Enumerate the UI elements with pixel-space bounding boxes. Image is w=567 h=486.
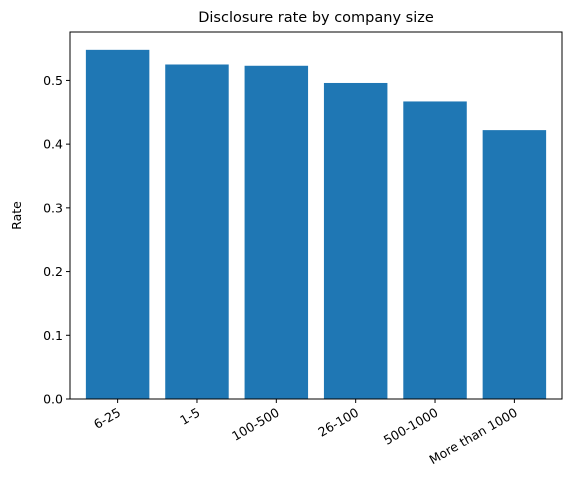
bar-1-5 <box>165 64 229 400</box>
plot-frame <box>69 31 563 400</box>
x-tick-label: 6-25 <box>91 405 123 432</box>
x-tick-label: 1-5 <box>177 405 202 428</box>
x-tick-label: 26-100 <box>315 405 361 440</box>
bar-26-100 <box>323 82 388 399</box>
y-tick-label: 0.2 <box>43 264 63 279</box>
y-tick-label: 0.0 <box>43 392 63 407</box>
x-tick-label: 100-500 <box>229 405 282 444</box>
y-tick-label: 0.4 <box>43 137 63 152</box>
bar-6-25 <box>85 49 150 400</box>
y-tick-label: 0.3 <box>43 200 63 215</box>
bar-500-1000 <box>403 101 467 400</box>
bars-group <box>85 49 547 400</box>
y-tick-label: 0.5 <box>43 73 63 88</box>
y-axis: 0.0 0.1 0.2 0.3 0.4 0.5 <box>43 73 70 407</box>
x-tick-label: 500-1000 <box>381 405 441 448</box>
bar-100-500 <box>244 65 309 399</box>
y-tick-label: 0.1 <box>43 328 63 343</box>
chart-title: Disclosure rate by company size <box>198 10 434 26</box>
bar-more-than-1000 <box>482 130 547 399</box>
x-tick-label: More than 1000 <box>427 405 520 468</box>
y-axis-label: Rate <box>9 201 24 230</box>
